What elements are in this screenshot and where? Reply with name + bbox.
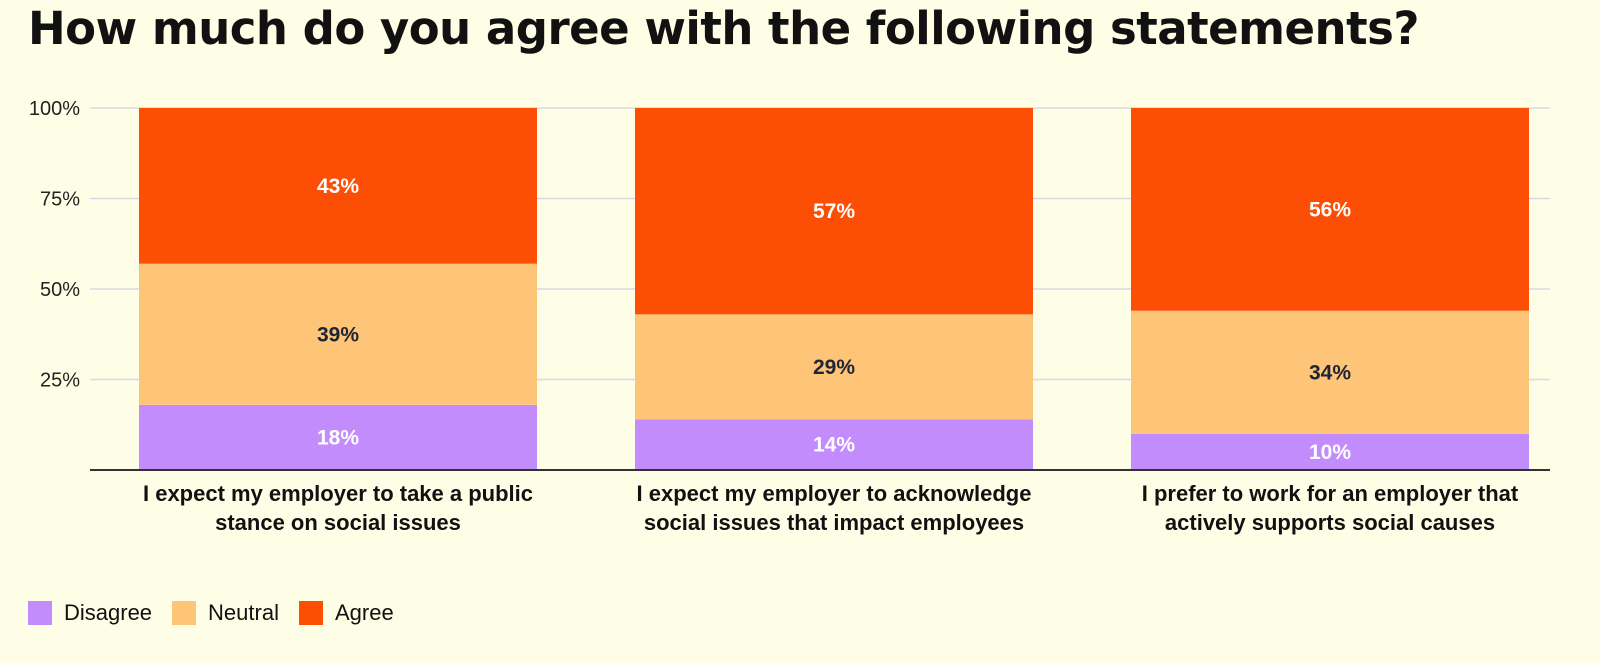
- category-label-1-line-2: stance on social issues: [215, 510, 461, 535]
- category-label-3-line-2: actively supports social causes: [1165, 510, 1495, 535]
- bar-disagree-1: [139, 404, 537, 470]
- legend-label-neutral: Neutral: [208, 600, 279, 625]
- legend-swatch-agree: [298, 601, 323, 625]
- category-label-2-line-1: I expect my employer to acknowledge: [637, 481, 1032, 506]
- category-label-1-line-1: I expect my employer to take a public: [143, 481, 533, 506]
- data-label-neutral-3: 34%: [1309, 361, 1351, 384]
- data-label-agree-2: 57%: [813, 200, 855, 223]
- legend-label-disagree: Disagree: [64, 600, 153, 625]
- data-label-disagree-1: 18%: [317, 426, 359, 449]
- legend-swatch-neutral: [172, 601, 197, 625]
- y-tick-label-75: 75%: [40, 189, 80, 211]
- legend-item-disagree: Disagree: [28, 600, 152, 626]
- legend: Disagree Neutral Agree: [28, 600, 394, 626]
- legend-item-agree: Agree: [298, 600, 394, 626]
- bar-agree-1: [139, 108, 537, 264]
- data-label-agree-1: 43%: [317, 175, 359, 198]
- bar-disagree-3: [1131, 433, 1529, 470]
- bar-neutral-3: [1131, 310, 1529, 434]
- y-tick-label-50: 50%: [40, 279, 80, 301]
- legend-label-agree: Agree: [334, 600, 394, 625]
- bar-agree-2: [635, 108, 1033, 315]
- data-label-agree-3: 56%: [1309, 198, 1351, 221]
- y-tick-label-25: 25%: [40, 370, 80, 392]
- category-label-3-line-1: I prefer to work for an employer that: [1142, 481, 1519, 506]
- bar-agree-3: [1131, 108, 1529, 311]
- data-label-neutral-1: 39%: [317, 323, 359, 346]
- y-tick-label-100: 100%: [29, 98, 80, 120]
- category-label-2-line-2: social issues that impact employees: [644, 510, 1024, 535]
- bar-neutral-1: [139, 263, 537, 405]
- legend-swatch-disagree: [28, 601, 52, 625]
- data-label-disagree-2: 14%: [813, 434, 855, 457]
- data-label-disagree-3: 10%: [1309, 441, 1351, 464]
- bar-neutral-2: [635, 314, 1033, 420]
- bar-disagree-2: [635, 419, 1033, 470]
- legend-item-neutral: Neutral: [172, 600, 279, 626]
- data-label-neutral-2: 29%: [813, 356, 855, 379]
- chart-title: How much do you agree with the following…: [28, 2, 1420, 55]
